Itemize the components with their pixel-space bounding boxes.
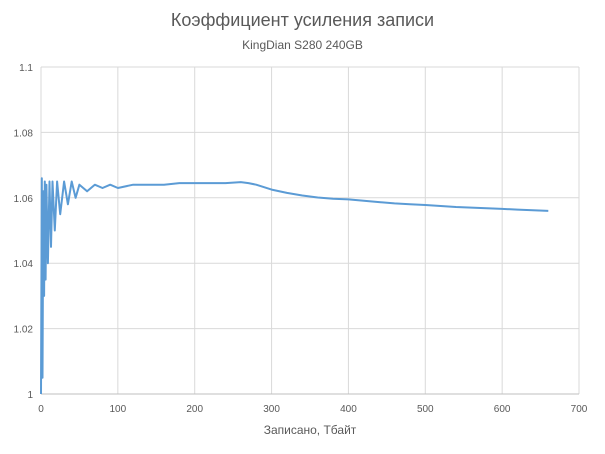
x-tick-label: 500 (417, 404, 434, 415)
x-tick-label: 700 (571, 404, 588, 415)
y-tick-label: 1.04 (14, 259, 34, 270)
y-tick-label: 1.06 (14, 194, 34, 205)
x-axis-title: Записано, Тбайт (264, 423, 357, 437)
series-line (40, 177, 549, 395)
y-tick-label: 1 (27, 390, 33, 401)
y-tick-label: 1.08 (14, 128, 34, 139)
x-tick-label: 200 (186, 404, 203, 415)
x-tick-label: 400 (340, 404, 357, 415)
y-tick-label: 1.02 (14, 325, 34, 336)
x-tick-label: 100 (110, 404, 127, 415)
x-tick-label: 600 (494, 404, 511, 415)
chart-title: Коэффициент усиления записи (170, 10, 435, 30)
chart-subtitle: KingDian S280 240GB (242, 38, 363, 52)
y-tick-label: 1.1 (19, 63, 33, 74)
x-tick-label: 300 (263, 404, 280, 415)
x-tick-label: 0 (38, 404, 44, 415)
